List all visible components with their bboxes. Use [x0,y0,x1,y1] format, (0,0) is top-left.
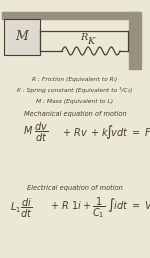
Text: K : Spring constant (Equivalent to ¹/C₁): K : Spring constant (Equivalent to ¹/C₁) [17,87,133,93]
Text: $+\ R\ 1i+\dfrac{1}{C_1}\ \int\! idt\ =\ V$: $+\ R\ 1i+\dfrac{1}{C_1}\ \int\! idt\ =\… [50,196,150,220]
Text: R: R [80,33,88,42]
Text: $L_1\dfrac{di}{dt}$: $L_1\dfrac{di}{dt}$ [10,197,32,220]
Text: $M\ \dfrac{dv}{dt}$: $M\ \dfrac{dv}{dt}$ [23,120,49,143]
Text: K: K [87,37,95,46]
Bar [129,12,141,69]
Bar [4,19,40,55]
Bar [2,12,138,19]
Text: M: M [16,30,28,44]
Text: $+\ Rv\ +k\!\int\! vdt\ =\ F$: $+\ Rv\ +k\!\int\! vdt\ =\ F$ [62,123,150,141]
Text: M : Mass (Equivalent to L): M : Mass (Equivalent to L) [36,99,114,103]
Text: R : Friction (Equivalent to Rᵢ): R : Friction (Equivalent to Rᵢ) [32,77,118,82]
Text: Mechanical equation of motion: Mechanical equation of motion [24,111,126,117]
Text: Electrical equation of motion: Electrical equation of motion [27,185,123,191]
